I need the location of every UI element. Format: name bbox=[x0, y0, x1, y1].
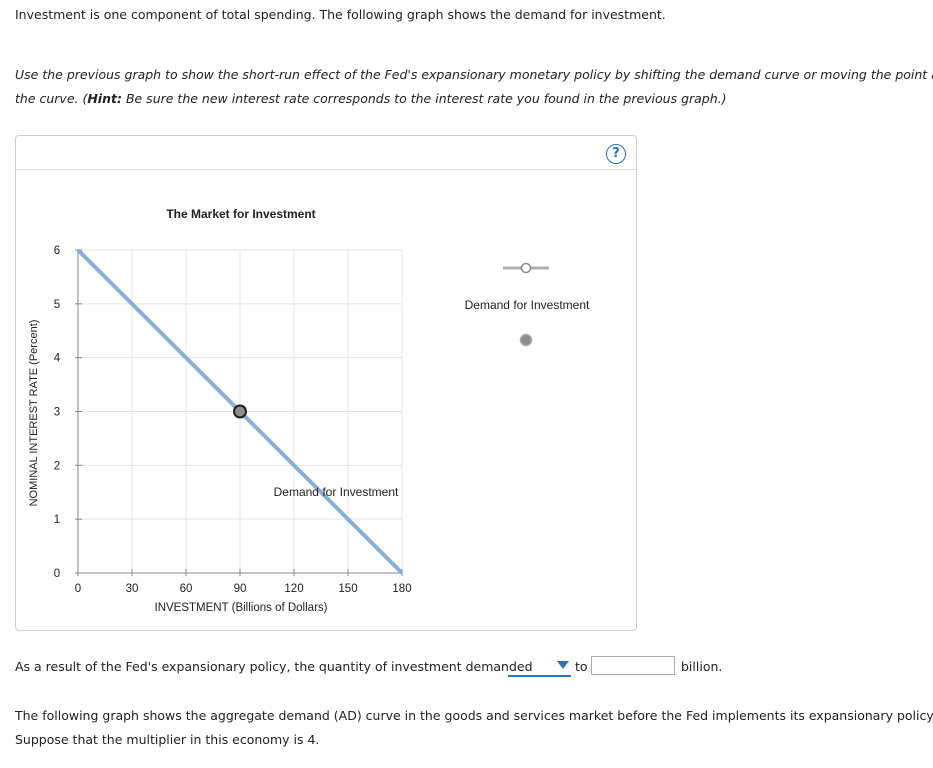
quantity-change-dropdown[interactable] bbox=[508, 654, 571, 677]
instruction-line-1: Use the previous graph to show the short… bbox=[15, 67, 933, 82]
legend-point-tool[interactable] bbox=[519, 333, 533, 347]
instruction-line-2-pre: the curve. ( bbox=[15, 91, 88, 106]
next-text-line-2: Suppose that the multiplier in this econ… bbox=[15, 732, 320, 747]
chevron-down-icon bbox=[557, 661, 569, 669]
investment-amount-input[interactable] bbox=[591, 656, 675, 675]
intro-text: Investment is one component of total spe… bbox=[15, 7, 666, 22]
question-text: As a result of the Fed's expansionary po… bbox=[15, 659, 533, 674]
graph-panel: ? bbox=[15, 135, 637, 631]
next-text-line-1: The following graph shows the aggregate … bbox=[15, 708, 933, 723]
instruction-line-2: the curve. (Hint: Be sure the new intere… bbox=[15, 91, 727, 106]
instruction-line-2-post: Be sure the new interest rate correspond… bbox=[121, 91, 727, 106]
legend-line-tool-handle[interactable] bbox=[520, 262, 532, 274]
help-button[interactable]: ? bbox=[606, 144, 626, 164]
billion-label: billion. bbox=[681, 659, 723, 674]
hint-label: Hint: bbox=[87, 91, 122, 106]
to-label: to bbox=[575, 659, 588, 674]
graph-panel-header: ? bbox=[16, 136, 636, 170]
